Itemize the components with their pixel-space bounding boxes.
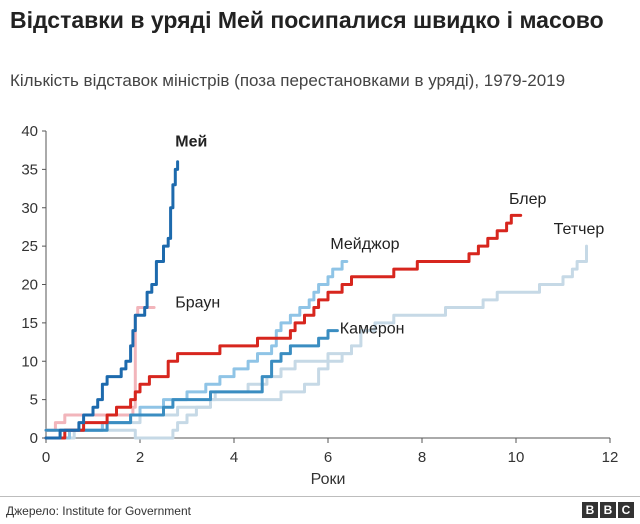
x-tick-label: 2 [136,449,144,466]
series-line [44,244,588,440]
series-line [44,329,339,432]
bbc-logo: B B C [582,502,634,518]
x-tick-label: 8 [418,449,426,466]
footer-divider [0,496,640,497]
x-tick-label: 6 [324,449,332,466]
y-tick-label: 20 [21,277,38,294]
series-line [44,213,523,440]
x-axis-title: Роки [311,471,346,488]
x-tick-label: 0 [42,449,50,466]
chart-series [44,160,588,440]
chart-title: Відставки в уряді Мей посипалися швидко … [10,7,604,33]
series-label: Мей [175,133,207,150]
source-note: Джерело: Institute for Government [6,504,191,518]
y-tick-label: 15 [21,315,38,332]
chart-axes: 0 5 10 15 20 25 30 35 40 0 2 4 6 8 10 12 Роки [21,123,618,488]
y-tick-label: 25 [21,238,38,255]
series-label: Мейджор [330,236,399,253]
y-tick-label: 35 [21,161,38,178]
bbc-logo-letter: C [618,502,634,518]
x-tick-label: 10 [508,449,525,466]
series-label: Браун [175,295,220,312]
y-tick-label: 0 [30,430,38,447]
series-label: Тетчер [554,221,605,238]
series-label: Блер [509,191,547,208]
y-tick-label: 5 [30,392,38,409]
bbc-logo-letter: B [600,502,616,518]
x-tick-label: 12 [602,449,619,466]
series-label: Камерон [340,321,405,338]
bbc-logo-letter: B [582,502,598,518]
series-line [44,306,156,432]
y-tick-label: 10 [21,353,38,370]
series-line [44,160,180,440]
chart-series-labels: Мей Браун Мейджор Камерон Блер Тетчер [175,133,604,337]
y-tick-label: 40 [21,123,38,140]
y-tick-label: 30 [21,200,38,217]
x-tick-label: 4 [230,449,238,466]
chart-subtitle: Кількість відставок міністрів (поза пере… [10,71,566,90]
